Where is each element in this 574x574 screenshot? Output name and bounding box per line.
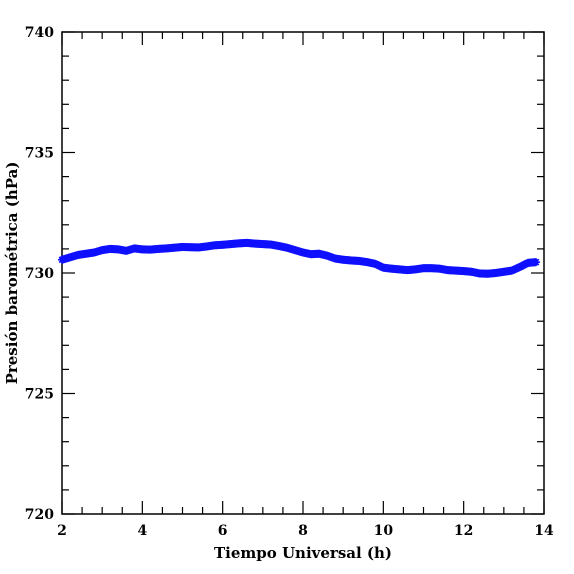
x-tick-label: 14 bbox=[534, 523, 554, 539]
tick-labels: 2 4 6 8 10 12 14 720 725 730 735 740 bbox=[25, 25, 554, 539]
x-axis-label: Tiempo Universal (h) bbox=[214, 544, 392, 562]
y-tick-label: 725 bbox=[25, 387, 54, 403]
x-tick-label: 2 bbox=[57, 523, 67, 539]
x-tick-label: 8 bbox=[298, 523, 308, 539]
y-axis-label: Presión barométrica (hPa) bbox=[3, 162, 21, 385]
y-tick-label: 730 bbox=[25, 266, 54, 282]
axis-ticks bbox=[61, 31, 545, 515]
data-points bbox=[58, 238, 540, 278]
x-tick-label: 6 bbox=[218, 523, 228, 539]
y-tick-label: 720 bbox=[25, 507, 54, 523]
y-tick-label: 735 bbox=[25, 146, 54, 162]
x-tick-label: 4 bbox=[137, 523, 147, 539]
data-point bbox=[531, 258, 540, 267]
x-tick-label: 10 bbox=[374, 523, 394, 539]
y-tick-label: 740 bbox=[25, 25, 54, 41]
x-tick-label: 12 bbox=[454, 523, 473, 539]
